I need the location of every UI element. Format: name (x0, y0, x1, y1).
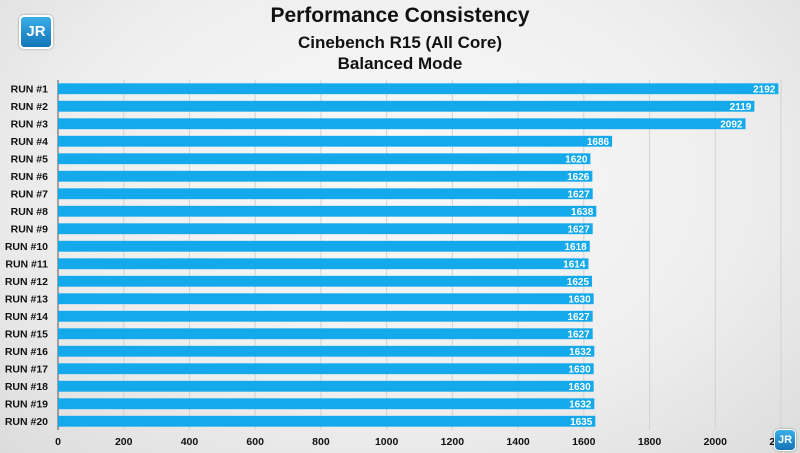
bar (58, 118, 746, 130)
bar (58, 83, 779, 95)
bar (58, 100, 755, 112)
x-tick-label: 1000 (375, 436, 399, 448)
bar (58, 205, 597, 217)
bar-value-label: 1614 (563, 259, 586, 270)
x-tick-label: 0 (55, 436, 61, 448)
bar-value-label: 1618 (564, 242, 587, 253)
bar (58, 293, 594, 305)
bar (58, 380, 594, 392)
bar (58, 275, 593, 287)
category-label: RUN #4 (11, 136, 49, 148)
bar-value-label: 1686 (587, 137, 610, 148)
category-label: RUN #7 (11, 189, 49, 201)
category-label: RUN #2 (11, 101, 49, 113)
category-label: RUN #12 (5, 276, 48, 288)
bar-value-label: 1620 (565, 154, 588, 165)
bar-value-label: 1638 (571, 207, 594, 218)
category-label: RUN #15 (5, 329, 48, 341)
bar-value-label: 2192 (753, 84, 776, 95)
bar-value-label: 1630 (568, 382, 591, 393)
category-label: RUN #3 (11, 119, 49, 131)
category-label: RUN #8 (11, 206, 49, 218)
bar (58, 153, 591, 165)
bar (58, 310, 593, 322)
bar (58, 415, 596, 427)
bar (58, 363, 594, 375)
bar (58, 188, 593, 200)
category-label: RUN #1 (11, 84, 49, 96)
x-tick-labels: 0200400600800100012001400160018002000220… (55, 436, 793, 448)
bar-value-label: 1630 (568, 364, 591, 375)
bar (58, 328, 593, 340)
category-label: RUN #17 (5, 364, 48, 376)
category-label: RUN #18 (5, 381, 48, 393)
category-label: RUN #11 (5, 259, 48, 271)
bar-value-label: 1632 (569, 399, 592, 410)
category-label: RUN #13 (5, 294, 48, 306)
chart-title: Performance Consistency (270, 4, 530, 27)
category-label: RUN #19 (5, 399, 48, 411)
bar-value-label: 1627 (567, 224, 590, 235)
bar-value-label: 1626 (567, 172, 590, 183)
x-tick-label: 800 (312, 436, 330, 448)
category-label: RUN #6 (11, 171, 49, 183)
jr-logo-small: JR (774, 429, 796, 451)
bar-value-label: 1627 (567, 189, 590, 200)
x-tick-label: 1800 (638, 436, 662, 448)
category-label: RUN #5 (11, 154, 49, 166)
bar (58, 170, 593, 182)
x-tick-label: 1400 (506, 436, 530, 448)
chart-subtitle: Cinebench R15 (All Core) (297, 33, 503, 52)
category-label: RUN #20 (5, 416, 48, 428)
x-tick-label: 2000 (704, 436, 728, 448)
bar-value-label: 1630 (568, 294, 591, 305)
bar-value-label: 1627 (567, 329, 590, 340)
category-label: RUN #16 (5, 346, 48, 358)
x-tick-label: 1200 (441, 436, 465, 448)
jr-logo: JR (19, 15, 53, 49)
bar (58, 240, 590, 252)
x-tick-label: 600 (246, 436, 264, 448)
bar-value-label: 1632 (569, 347, 592, 358)
bar-value-label: 1627 (567, 312, 590, 323)
category-labels: RUN #1 RUN #2 RUN #3 RUN #4 RUN #5 RUN #6 RUN … (5, 84, 49, 428)
x-tick-label: 1600 (572, 436, 596, 448)
bar-value-label: 1625 (567, 277, 590, 288)
x-tick-label: 200 (115, 436, 133, 448)
bar (58, 135, 613, 147)
chart-mode-label: Balanced Mode (337, 54, 463, 73)
x-tick-label: 400 (181, 436, 199, 448)
bar-value-label: 2092 (720, 119, 743, 130)
category-label: RUN #9 (11, 224, 49, 236)
bar (58, 258, 589, 270)
bar (58, 223, 593, 235)
bar-value-label: 2119 (730, 102, 752, 113)
bar-value-label: 1635 (570, 417, 593, 428)
category-label: RUN #14 (5, 311, 48, 323)
bar (58, 398, 595, 410)
category-label: RUN #10 (5, 241, 48, 253)
bar (58, 345, 595, 357)
grid-lines (57, 80, 782, 430)
